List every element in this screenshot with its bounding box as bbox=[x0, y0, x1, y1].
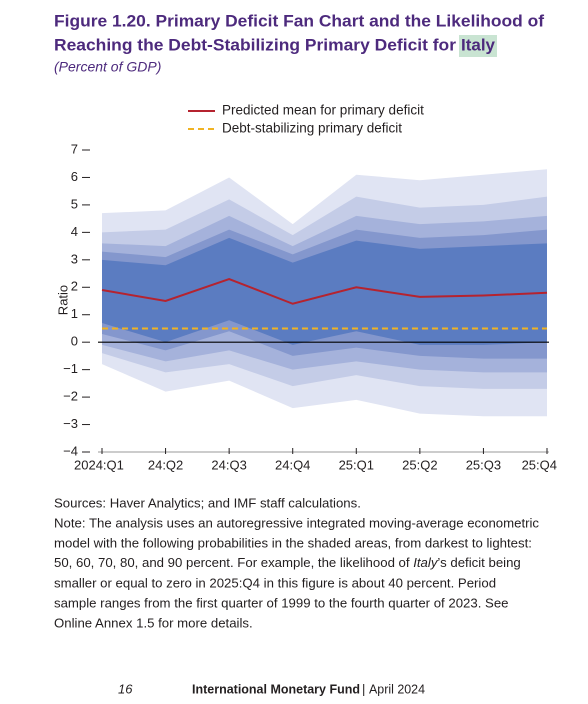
separator: | bbox=[362, 681, 365, 696]
y-axis-label: Ratio bbox=[55, 285, 70, 315]
legend-label: Debt-stabilizing primary deficit bbox=[222, 121, 402, 136]
x-tick-label: 24:Q4 bbox=[275, 457, 310, 472]
note-fragment: Italy bbox=[413, 555, 439, 570]
note-line: 50, 60, 70, 80, and 90 percent. For exam… bbox=[54, 555, 521, 570]
y-tick-label: 6 bbox=[71, 169, 78, 184]
x-tick-label: 25:Q2 bbox=[402, 457, 437, 472]
y-tick-label: 4 bbox=[71, 224, 78, 239]
legend-label: Predicted mean for primary deficit bbox=[222, 103, 424, 118]
y-tick-label: −4 bbox=[63, 443, 78, 458]
highlight bbox=[459, 35, 497, 57]
note-line: sample ranges from the first quarter of … bbox=[54, 595, 509, 610]
note-fragment: ’s deficit being bbox=[437, 555, 520, 570]
note-fragment: 50, 60, 70, 80, and 90 percent. For exam… bbox=[54, 555, 413, 570]
fan-band bbox=[102, 237, 547, 345]
y-tick-label: 0 bbox=[71, 334, 78, 349]
x-tick-label: 25:Q1 bbox=[339, 457, 374, 472]
y-tick-label: −2 bbox=[63, 389, 78, 404]
note-line: Online Annex 1.5 for more details. bbox=[54, 615, 253, 630]
note-line: smaller or equal to zero in 2025:Q4 in t… bbox=[54, 575, 496, 590]
series-line bbox=[101, 277, 548, 305]
page-number: 16 bbox=[118, 681, 133, 696]
x-tick-label: 25:Q3 bbox=[466, 457, 501, 472]
x-tick-label: 24:Q2 bbox=[148, 457, 183, 472]
y-tick-label: −3 bbox=[63, 416, 78, 431]
x-tick-label: 2024:Q1 bbox=[74, 457, 124, 472]
x-tick-label: 24:Q3 bbox=[211, 457, 246, 472]
title-line-1: Figure 1.20. Primary Deficit Fan Chart a… bbox=[54, 11, 544, 30]
x-tick-label: 25:Q4 bbox=[522, 457, 557, 472]
note-line: Note: The analysis uses an autoregressiv… bbox=[54, 515, 539, 530]
y-tick-label: 1 bbox=[71, 306, 78, 321]
note-line: model with the following probabilities i… bbox=[54, 535, 532, 550]
y-tick-label: 3 bbox=[71, 251, 78, 266]
title-line-2: Reaching the Debt-Stabilizing Primary De… bbox=[54, 35, 456, 54]
publisher: International Monetary Fund bbox=[192, 681, 360, 696]
y-tick-label: 5 bbox=[71, 196, 78, 211]
y-tick-label: 7 bbox=[71, 141, 78, 156]
date: April 2024 bbox=[369, 681, 425, 696]
title-highlight: Italy bbox=[461, 35, 496, 54]
y-tick-label: 2 bbox=[71, 279, 78, 294]
subtitle: (Percent of GDP) bbox=[54, 59, 161, 75]
y-tick-label: −1 bbox=[63, 361, 78, 376]
sources: Sources: Haver Analytics; and IMF staff … bbox=[54, 495, 361, 510]
